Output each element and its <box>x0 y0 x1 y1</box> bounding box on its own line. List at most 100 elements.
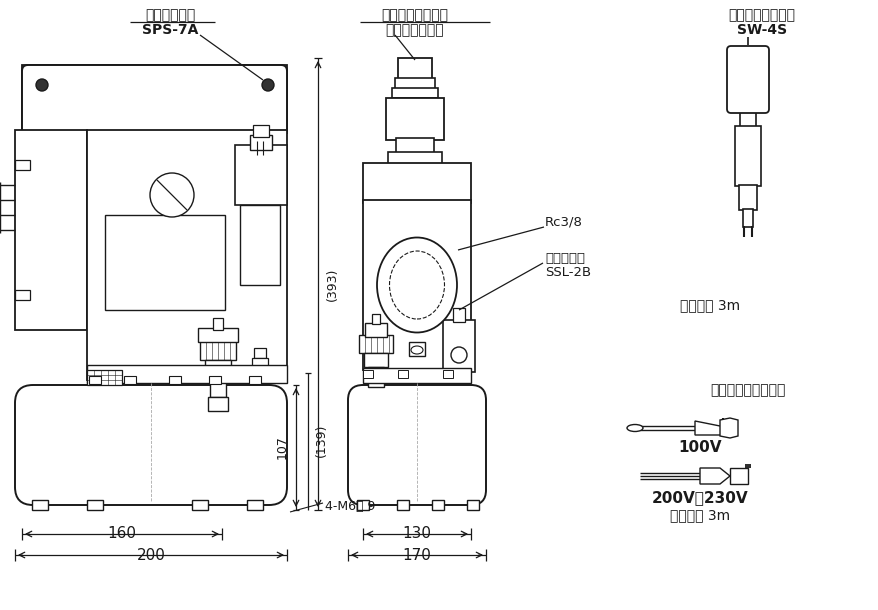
Bar <box>208 397 227 411</box>
Bar <box>22 65 287 133</box>
Bar <box>742 209 752 227</box>
Text: 方向制御弁: 方向制御弁 <box>544 251 585 265</box>
Bar <box>104 215 225 310</box>
Text: 130: 130 <box>402 526 431 542</box>
Bar <box>212 318 223 330</box>
Bar <box>124 376 136 384</box>
Text: Rc3/8: Rc3/8 <box>544 215 582 229</box>
Bar <box>87 365 287 383</box>
Bar <box>169 376 181 384</box>
Circle shape <box>262 79 274 91</box>
Bar <box>738 185 756 210</box>
Bar <box>89 376 101 384</box>
Text: 4-M6深 9: 4-M6深 9 <box>325 500 375 513</box>
Circle shape <box>450 347 466 363</box>
Text: 200: 200 <box>136 548 165 562</box>
Circle shape <box>36 79 48 91</box>
Bar <box>363 353 387 367</box>
Bar <box>15 160 30 170</box>
Bar <box>364 323 386 337</box>
Text: SSL-2B: SSL-2B <box>544 267 590 279</box>
Bar <box>739 112 755 127</box>
Circle shape <box>738 78 757 98</box>
Text: レベルゲージ付: レベルゲージ付 <box>385 23 443 37</box>
Bar <box>466 500 479 510</box>
Bar <box>363 163 471 203</box>
Circle shape <box>745 85 750 91</box>
Bar <box>394 78 435 90</box>
Bar <box>191 500 208 510</box>
Bar <box>363 368 471 383</box>
Bar <box>32 500 48 510</box>
Bar <box>253 125 269 137</box>
Text: 手許操作スイッチ: 手許操作スイッチ <box>728 8 795 22</box>
Bar <box>729 468 747 484</box>
Text: 160: 160 <box>107 526 136 542</box>
Text: 空気弁及び給油口: 空気弁及び給油口 <box>381 8 448 22</box>
Bar <box>240 205 280 285</box>
Text: 200V・230V: 200V・230V <box>651 490 747 506</box>
Text: (139): (139) <box>314 423 327 457</box>
Bar <box>254 348 266 358</box>
Polygon shape <box>694 421 729 435</box>
Bar <box>397 500 408 510</box>
Text: コード長 3m: コード長 3m <box>680 298 739 312</box>
Bar <box>396 138 434 153</box>
Bar <box>209 376 220 384</box>
Circle shape <box>150 173 194 217</box>
Bar <box>392 88 437 98</box>
Bar <box>734 126 760 186</box>
Bar <box>431 500 443 510</box>
Bar <box>87 370 122 385</box>
Bar <box>200 340 235 360</box>
Bar <box>735 49 759 64</box>
Bar <box>87 500 103 510</box>
FancyBboxPatch shape <box>726 46 768 113</box>
Ellipse shape <box>389 251 444 319</box>
Bar <box>398 58 431 80</box>
FancyBboxPatch shape <box>22 65 287 135</box>
Bar <box>371 314 379 324</box>
Ellipse shape <box>411 346 422 354</box>
Text: 圧力スイッチ: 圧力スイッチ <box>145 8 195 22</box>
Text: 107: 107 <box>276 435 289 459</box>
Text: 電源コード先端形状: 電源コード先端形状 <box>709 383 785 397</box>
Bar <box>749 51 757 55</box>
Bar <box>443 370 452 378</box>
Bar <box>398 370 407 378</box>
Bar <box>210 375 226 397</box>
Bar <box>198 328 238 342</box>
Bar <box>368 367 384 387</box>
Bar <box>249 135 271 150</box>
Text: 170: 170 <box>402 548 431 562</box>
Bar <box>15 290 30 300</box>
Polygon shape <box>699 468 729 484</box>
Bar <box>234 145 287 205</box>
Bar <box>387 152 442 164</box>
Text: SW-4S: SW-4S <box>736 23 786 37</box>
FancyBboxPatch shape <box>15 385 287 505</box>
Ellipse shape <box>377 237 457 332</box>
Bar <box>255 370 264 378</box>
Text: (393): (393) <box>326 267 339 301</box>
Bar <box>358 335 392 353</box>
Text: コード長 3m: コード長 3m <box>669 508 730 522</box>
Bar <box>738 56 746 60</box>
Polygon shape <box>719 418 738 438</box>
Bar <box>749 56 757 60</box>
Bar <box>247 500 263 510</box>
Bar <box>363 200 471 370</box>
Bar <box>443 320 474 372</box>
Bar <box>248 376 261 384</box>
Bar <box>408 342 425 356</box>
Ellipse shape <box>626 425 643 431</box>
Bar <box>363 370 372 378</box>
Bar <box>205 360 231 375</box>
Text: 100V: 100V <box>678 440 721 456</box>
Bar <box>385 98 443 140</box>
Text: SPS-7A: SPS-7A <box>141 23 198 37</box>
Bar <box>452 308 464 322</box>
Bar <box>252 358 268 370</box>
Bar <box>738 51 746 55</box>
Bar <box>87 130 287 380</box>
